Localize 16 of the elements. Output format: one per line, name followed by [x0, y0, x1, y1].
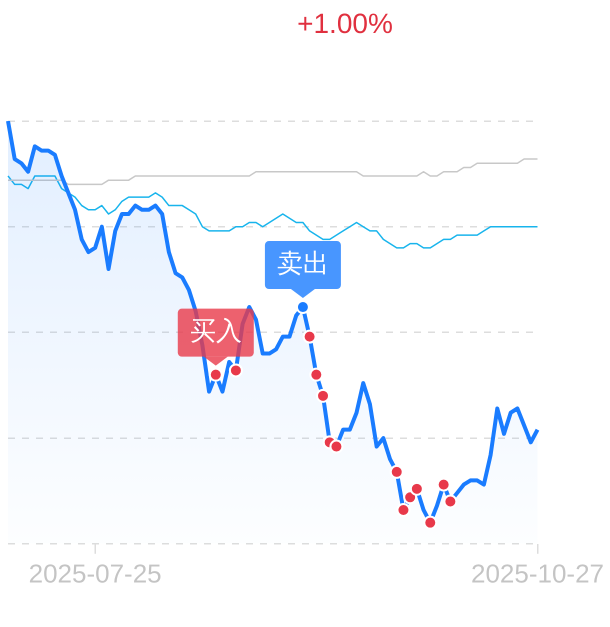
point — [228, 363, 243, 378]
x-tick-label: 2025-10-27 — [471, 558, 604, 589]
point — [302, 330, 317, 344]
point — [390, 464, 404, 479]
point — [208, 368, 223, 382]
point — [309, 368, 324, 382]
point — [423, 516, 438, 530]
chart-title: +1.00% — [296, 7, 394, 41]
point — [436, 478, 451, 492]
annotation: 卖出 — [276, 248, 329, 279]
point — [296, 300, 310, 314]
point — [396, 502, 410, 517]
point — [329, 440, 344, 454]
x-tick-label: 2025-07-25 — [28, 558, 162, 589]
point — [410, 482, 424, 496]
annotation: 买入 — [190, 316, 242, 346]
